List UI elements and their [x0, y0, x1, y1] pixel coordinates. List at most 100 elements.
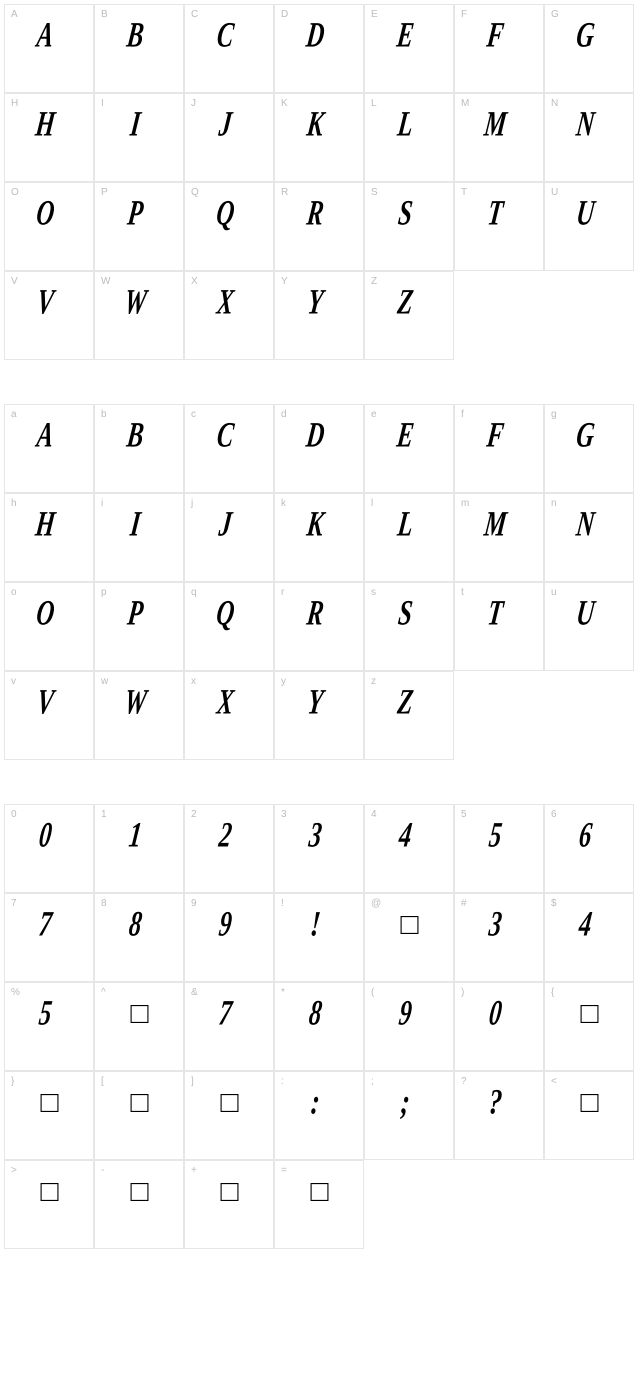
glyph-display: H — [14, 105, 76, 145]
glyph-cell: 22 — [184, 804, 274, 893]
glyph-display: 9 — [374, 994, 436, 1034]
glyph-cell: II — [94, 93, 184, 182]
key-label: F — [461, 9, 467, 20]
key-label: e — [371, 409, 377, 420]
glyph-display: □ — [275, 1175, 363, 1209]
glyph-display: □ — [545, 997, 633, 1031]
key-label: : — [281, 1076, 284, 1087]
empty-cell — [544, 271, 634, 360]
glyph-cell: 66 — [544, 804, 634, 893]
glyph-display: 5 — [464, 816, 526, 856]
key-label: 6 — [551, 809, 557, 820]
glyph-display: □ — [95, 997, 183, 1031]
glyph-display: S — [374, 194, 436, 234]
glyph-display: F — [464, 416, 526, 456]
glyph-cell: &7 — [184, 982, 274, 1071]
glyph-display: W — [104, 683, 166, 723]
glyph-display: 8 — [284, 994, 346, 1034]
glyph-cell: bB — [94, 404, 184, 493]
glyph-display: C — [194, 416, 256, 456]
glyph-display: 7 — [14, 905, 76, 945]
glyph-cell: dD — [274, 404, 364, 493]
glyph-cell: WW — [94, 271, 184, 360]
glyph-cell: 55 — [454, 804, 544, 893]
glyph-grid: aAbBcCdDeEfFgGhHiIjJkKlLmMnNoOpPqQrRsStT… — [4, 404, 636, 760]
glyph-display: A — [14, 416, 76, 456]
glyph-cell: xX — [184, 671, 274, 760]
glyph-display: Q — [194, 194, 256, 234]
glyph-cell: %5 — [4, 982, 94, 1071]
glyph-cell: *8 — [274, 982, 364, 1071]
glyph-display: N — [554, 105, 616, 145]
key-label: b — [101, 409, 107, 420]
glyph-cell: :: — [274, 1071, 364, 1160]
key-label: 2 — [191, 809, 197, 820]
empty-cell — [454, 1160, 544, 1249]
glyph-display: S — [374, 594, 436, 634]
glyph-display: □ — [185, 1086, 273, 1120]
key-label: o — [11, 587, 17, 598]
glyph-cell: YY — [274, 271, 364, 360]
glyph-cell: }□ — [4, 1071, 94, 1160]
glyph-display: P — [104, 194, 166, 234]
key-label: ) — [461, 987, 464, 998]
empty-cell — [454, 671, 544, 760]
glyph-display: F — [464, 16, 526, 56]
glyph-cell: )0 — [454, 982, 544, 1071]
glyph-cell: 44 — [364, 804, 454, 893]
empty-cell — [544, 671, 634, 760]
key-label: 1 — [101, 809, 107, 820]
glyph-cell: rR — [274, 582, 364, 671]
glyph-display: Z — [374, 683, 436, 723]
glyph-cell: (9 — [364, 982, 454, 1071]
glyph-grid: AABBCCDDEEFFGGHHIIJJKKLLMMNNOOPPQQRRSSTT… — [4, 4, 636, 360]
glyph-cell: eE — [364, 404, 454, 493]
key-label: # — [461, 898, 467, 909]
glyph-cell: =□ — [274, 1160, 364, 1249]
key-label: Y — [281, 276, 288, 287]
glyph-display: D — [284, 416, 346, 456]
glyph-display: L — [374, 505, 436, 545]
glyph-display: V — [14, 283, 76, 323]
key-label: ; — [371, 1076, 374, 1087]
key-label: N — [551, 98, 558, 109]
glyph-cell: PP — [94, 182, 184, 271]
glyph-display: P — [104, 594, 166, 634]
glyph-display: □ — [185, 1175, 273, 1209]
glyph-display: C — [194, 16, 256, 56]
key-label: V — [11, 276, 18, 287]
glyph-cell: yY — [274, 671, 364, 760]
glyph-cell: ZZ — [364, 271, 454, 360]
key-label: ! — [281, 898, 284, 909]
key-label: 9 — [191, 898, 197, 909]
key-label: g — [551, 409, 557, 420]
glyph-display: Q — [194, 594, 256, 634]
glyph-cell: 33 — [274, 804, 364, 893]
glyph-cell: @□ — [364, 893, 454, 982]
key-label: U — [551, 187, 558, 198]
section-uppercase: AABBCCDDEEFFGGHHIIJJKKLLMMNNOOPPQQRRSSTT… — [4, 4, 636, 360]
key-label: x — [191, 676, 196, 687]
glyph-cell: oO — [4, 582, 94, 671]
key-label: n — [551, 498, 557, 509]
glyph-cell: {□ — [544, 982, 634, 1071]
glyph-display: 0 — [14, 816, 76, 856]
glyph-cell: kK — [274, 493, 364, 582]
glyph-display: T — [464, 594, 526, 634]
glyph-cell: iI — [94, 493, 184, 582]
key-label: P — [101, 187, 108, 198]
glyph-display: Y — [284, 283, 346, 323]
glyph-display: □ — [545, 1086, 633, 1120]
glyph-display: : — [282, 1083, 348, 1123]
key-label: 0 — [11, 809, 17, 820]
glyph-cell: uU — [544, 582, 634, 671]
glyph-cell: FF — [454, 4, 544, 93]
glyph-cell: TT — [454, 182, 544, 271]
key-label: k — [281, 498, 286, 509]
key-label: y — [281, 676, 286, 687]
glyph-display: I — [104, 105, 166, 145]
glyph-display: T — [464, 194, 526, 234]
key-label: Z — [371, 276, 377, 287]
glyph-display: E — [374, 416, 436, 456]
glyph-cell: vV — [4, 671, 94, 760]
